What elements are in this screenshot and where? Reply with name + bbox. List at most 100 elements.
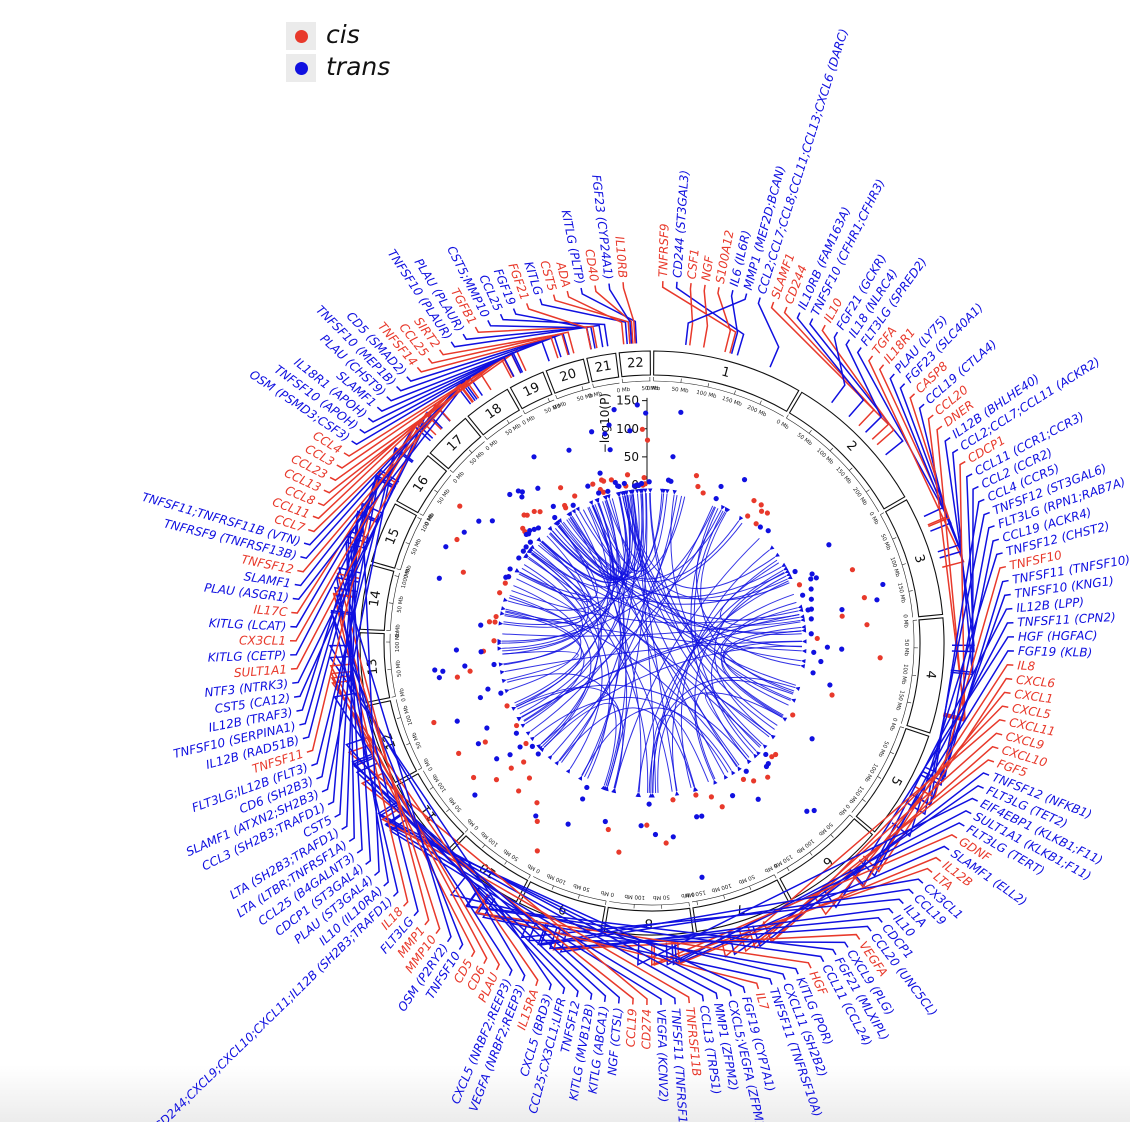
- gene-leader-line: [717, 287, 732, 353]
- cis-association-dot: [814, 635, 820, 642]
- trans-association-dot: [580, 796, 586, 802]
- gene-leader-line: [552, 294, 631, 344]
- trans-link-arrowhead: [547, 755, 553, 760]
- cis-association-dot: [861, 595, 867, 601]
- gene-leader-line: [822, 636, 1014, 909]
- trans-link: [719, 562, 801, 626]
- tick-mark: [830, 834, 834, 838]
- cis-association-dot: [534, 848, 540, 854]
- tick-mark: [865, 489, 870, 493]
- gene-leader-line: [747, 732, 1003, 950]
- trans-association-dot: [757, 524, 763, 530]
- cis-association-dot: [758, 508, 765, 514]
- tick-mark: [484, 436, 488, 440]
- trans-link-arrowhead: [575, 506, 580, 512]
- trans-link-arrowhead: [769, 545, 775, 550]
- gene-leader-line: [580, 287, 638, 344]
- trans-link-arrowhead: [514, 568, 520, 573]
- gene-leader-line: [813, 691, 1011, 916]
- trans-association-dot: [531, 454, 537, 460]
- gene-leader-line: [329, 349, 527, 482]
- trans-link-arrowhead: [801, 624, 806, 630]
- tick-mark: [829, 447, 834, 452]
- cis-association-dot: [773, 751, 779, 758]
- trans-association-dot: [585, 483, 591, 489]
- gene-leader-line: [527, 919, 849, 948]
- gene-leader-line: [675, 281, 745, 356]
- trans-association-dot: [454, 718, 460, 724]
- gene-label: ADA: [553, 260, 573, 289]
- trans-link: [694, 679, 794, 780]
- gene-leader-line: [905, 511, 990, 816]
- gene-leader-line: [292, 376, 483, 601]
- trans-link: [557, 525, 782, 598]
- trans-link: [540, 525, 602, 745]
- tick-label: 0 Mb: [485, 439, 500, 452]
- trans-link: [521, 613, 800, 718]
- trans-link: [532, 550, 802, 633]
- trans-link-arrowhead: [672, 489, 677, 495]
- legend-swatch-box: [286, 54, 316, 82]
- tick-axis-arc: [469, 831, 531, 876]
- gene-label: KITLG (CETP): [208, 648, 287, 665]
- tick-axis-arc: [524, 399, 555, 415]
- tick-label: 150 Mb: [896, 582, 906, 604]
- tick-label: 0 Mb: [526, 862, 541, 874]
- trans-link-arrowhead: [565, 768, 571, 774]
- trans-association-dot: [729, 793, 736, 799]
- tick-mark: [849, 814, 853, 818]
- chromosome-label: 22: [627, 356, 644, 372]
- trans-association-dot: [507, 566, 513, 572]
- trans-links: [497, 488, 807, 798]
- tick-label: 0 Mb: [647, 386, 661, 392]
- tick-label: 0 Mb: [600, 889, 615, 897]
- tick-mark: [389, 602, 394, 604]
- gene-label: CD40: [582, 248, 601, 283]
- gene-label: CXCL1: [1013, 687, 1054, 706]
- trans-link: [507, 673, 617, 786]
- tick-mark: [417, 517, 422, 520]
- trans-association-dot: [668, 478, 674, 484]
- trans-association-dot: [646, 801, 652, 807]
- gene-leader-line: [290, 412, 442, 642]
- gene-leader-line: [427, 331, 575, 364]
- tick-axis-arc: [609, 901, 689, 906]
- trans-link: [502, 495, 631, 655]
- trans-association-dot: [531, 526, 537, 532]
- tick-mark: [551, 885, 554, 890]
- trans-link: [551, 496, 686, 581]
- trans-association-dot: [503, 574, 509, 580]
- tick-mark: [578, 894, 580, 899]
- trans-link: [511, 590, 799, 624]
- trans-association-dot: [634, 402, 640, 408]
- trans-link: [650, 714, 709, 793]
- chromosome-label: 1: [720, 365, 732, 382]
- gene-leader-line: [376, 339, 550, 412]
- trans-link-arrowhead: [713, 779, 718, 785]
- gene-label: TNFRSF9: [656, 223, 672, 277]
- trans-link: [579, 511, 802, 648]
- tick-label: 150 Mb: [834, 466, 852, 486]
- tick-label: 200 Mb: [746, 405, 768, 419]
- trans-association-dot: [565, 821, 571, 827]
- trans-association-dot: [494, 756, 500, 762]
- trans-association-dot: [874, 597, 880, 603]
- gene-leader-line: [290, 422, 434, 656]
- tick-label: 0 Mb: [775, 419, 790, 431]
- trans-link: [505, 608, 582, 706]
- trans-association-dot: [443, 544, 449, 550]
- chromosome-label: 4: [922, 670, 938, 680]
- trans-association-dot: [596, 490, 602, 496]
- cis-association-dot: [431, 719, 437, 726]
- cis-association-dot: [693, 473, 700, 479]
- trans-link-arrowhead: [798, 607, 804, 613]
- tick-axis-arc: [423, 770, 469, 830]
- tick-axis-arc: [776, 814, 850, 874]
- tick-label: 0 Mb: [837, 803, 851, 817]
- tick-mark: [418, 767, 422, 771]
- gene-leader-line: [702, 284, 709, 348]
- trans-link-arrowhead: [615, 491, 621, 497]
- cis-association-dot: [644, 822, 650, 828]
- trans-association-dot: [839, 606, 845, 613]
